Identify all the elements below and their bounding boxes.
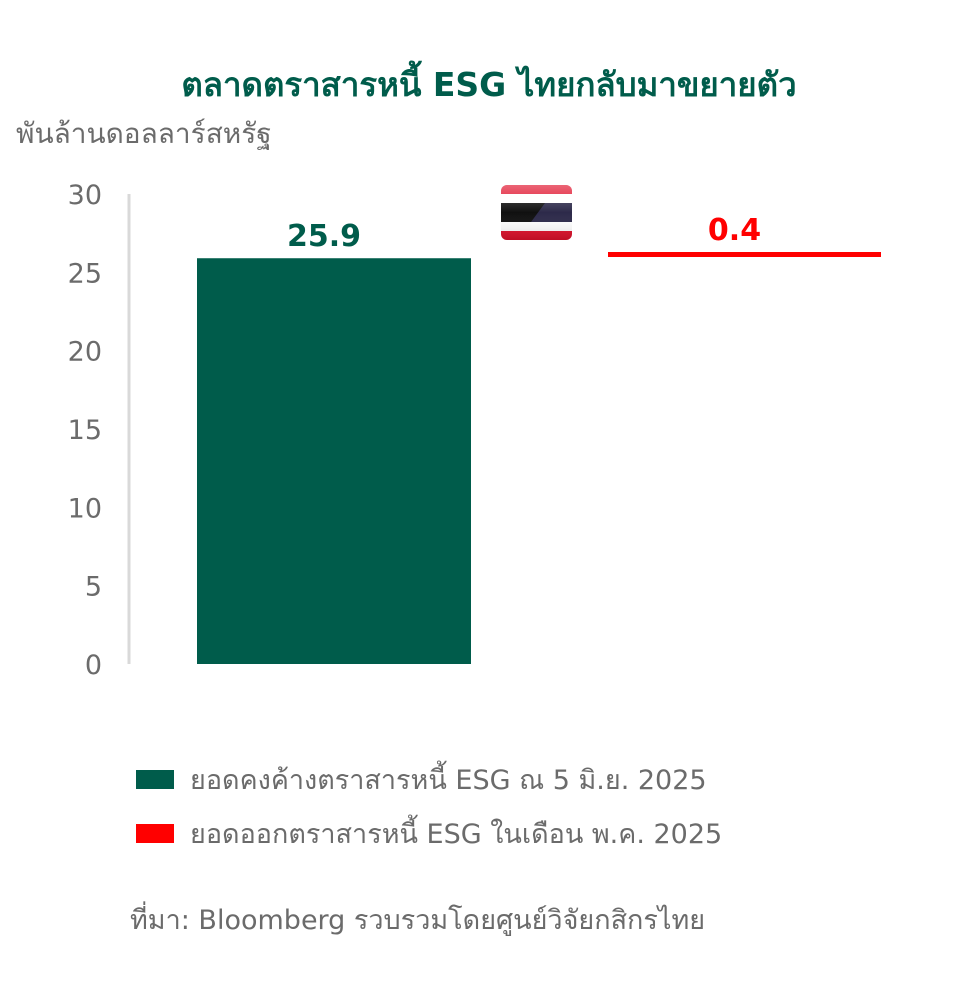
y-tick-label: 10 [68, 493, 102, 524]
thailand-flag-icon [501, 185, 572, 240]
y-tick-label: 0 [85, 650, 102, 681]
legend: ยอดคงค้างตราสารหนี้ ESG ณ 5 มิ.ย. 2025 ย… [136, 752, 722, 860]
y-axis-label: พันล้านดอลลาร์สหรัฐ [16, 117, 272, 150]
legend-swatch-issuance [136, 823, 174, 843]
y-tick-label: 15 [68, 415, 102, 446]
bars: 25.9 0.4 [197, 213, 881, 664]
source-note: ที่มา: Bloomberg รวบรวมโดยศูนย์วิจัยกสิก… [130, 905, 706, 936]
y-tick-label: 25 [68, 258, 102, 289]
bar-outstanding [197, 258, 471, 664]
y-tick-label: 5 [85, 572, 102, 603]
legend-item-issuance: ยอดออกตราสารหนี้ ESG ในเดือน พ.ค. 2025 [136, 806, 722, 860]
legend-item-outstanding: ยอดคงค้างตราสารหนี้ ESG ณ 5 มิ.ย. 2025 [136, 752, 722, 806]
data-label-issuance: 0.4 [708, 213, 761, 248]
chart-title: ตลาดตราสารหนี้ ESG ไทยกลับมาขยายตัว [181, 65, 797, 104]
y-axis-ticks: 0 5 10 15 20 25 30 [68, 180, 102, 681]
data-label-outstanding: 25.9 [287, 219, 361, 254]
legend-label-outstanding: ยอดคงค้างตราสารหนี้ ESG ณ 5 มิ.ย. 2025 [190, 764, 707, 796]
legend-swatch-outstanding [136, 769, 174, 789]
y-tick-label: 20 [68, 337, 102, 368]
bar-chart: 0 5 10 15 20 25 30 25.9 0.4 [68, 180, 881, 681]
bar-issuance [608, 252, 881, 257]
y-tick-label: 30 [68, 180, 102, 211]
legend-label-issuance: ยอดออกตราสารหนี้ ESG ในเดือน พ.ค. 2025 [190, 818, 723, 850]
